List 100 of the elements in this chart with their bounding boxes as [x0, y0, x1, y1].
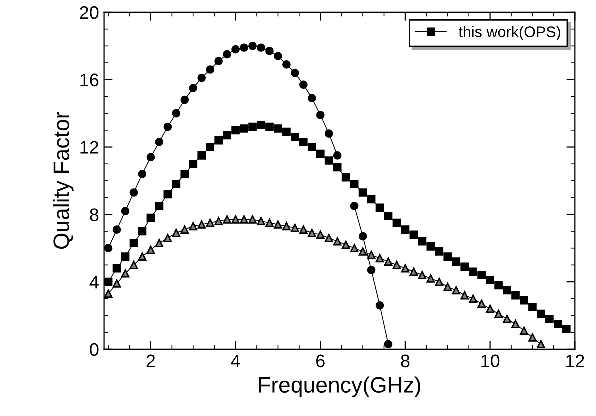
- point: [172, 109, 181, 118]
- y-tick-label: 16: [80, 74, 99, 87]
- point: [435, 248, 444, 256]
- point: [291, 132, 300, 142]
- point: [358, 232, 368, 241]
- point: [138, 252, 147, 261]
- point: [469, 294, 478, 304]
- point: [520, 326, 528, 336]
- point: [537, 310, 546, 318]
- point: [324, 156, 334, 165]
- point: [130, 239, 138, 248]
- point: [384, 340, 393, 349]
- point: [300, 226, 308, 234]
- point: [503, 314, 512, 324]
- point: [180, 170, 190, 178]
- point: [401, 226, 410, 234]
- point: [155, 138, 164, 146]
- point: [562, 325, 571, 334]
- point: [316, 111, 325, 120]
- point: [189, 160, 198, 168]
- point: [189, 222, 198, 231]
- point: [367, 250, 376, 260]
- x-tick-label: 10: [482, 354, 500, 368]
- point: [223, 216, 232, 224]
- point: [248, 216, 257, 224]
- point: [401, 264, 410, 273]
- point: [172, 229, 181, 238]
- point: [121, 269, 130, 278]
- point: [426, 274, 436, 283]
- point: [155, 202, 164, 210]
- point: [444, 282, 452, 292]
- point: [537, 340, 546, 349]
- point: [367, 195, 376, 204]
- point: [104, 290, 113, 298]
- point: [257, 217, 266, 226]
- point: [333, 163, 342, 172]
- y-tick-label: 20: [80, 6, 99, 20]
- point: [460, 262, 470, 272]
- point: [494, 281, 503, 290]
- point: [367, 266, 376, 274]
- point: [333, 237, 342, 246]
- point: [146, 246, 156, 254]
- point: [358, 188, 368, 197]
- point: [240, 216, 248, 224]
- point: [198, 152, 206, 160]
- point: [350, 180, 359, 188]
- point: [274, 220, 282, 229]
- point: [350, 244, 359, 253]
- y-tick-label: 0: [90, 343, 99, 356]
- point: [308, 94, 316, 103]
- point: [452, 258, 461, 266]
- point: [426, 242, 436, 251]
- point: [240, 124, 248, 133]
- point: [180, 226, 190, 234]
- point: [376, 204, 384, 212]
- point: [266, 122, 274, 132]
- point: [257, 121, 266, 130]
- point: [282, 222, 291, 231]
- point: [164, 190, 172, 199]
- x-tick-label: 2: [146, 354, 156, 368]
- point: [214, 136, 223, 145]
- x-tick-label: 6: [316, 354, 325, 368]
- point: [248, 42, 257, 50]
- point: [444, 252, 452, 261]
- point: [333, 152, 342, 160]
- point: [350, 202, 359, 210]
- point: [358, 248, 368, 256]
- point: [282, 60, 291, 69]
- point: [274, 124, 282, 133]
- point: [494, 310, 503, 318]
- point: [138, 227, 147, 236]
- point: [486, 304, 494, 314]
- point: [435, 278, 444, 286]
- point: [223, 131, 232, 140]
- point: [146, 153, 156, 162]
- point: [478, 271, 486, 280]
- point: [164, 122, 172, 132]
- point: [112, 264, 122, 273]
- point: [138, 170, 147, 178]
- point: [248, 122, 257, 132]
- point: [452, 286, 461, 295]
- point: [232, 126, 240, 135]
- point: [376, 254, 384, 263]
- point: [324, 234, 334, 242]
- point: [384, 258, 393, 266]
- point: [392, 218, 402, 228]
- point: [418, 271, 427, 280]
- point: [512, 320, 520, 328]
- point: [266, 218, 274, 228]
- point: [130, 261, 138, 270]
- point: [342, 173, 350, 182]
- point: [214, 217, 223, 226]
- point: [189, 84, 198, 92]
- point: [486, 276, 494, 285]
- point: [180, 96, 190, 104]
- point: [300, 80, 308, 90]
- y-tick-label: 8: [90, 208, 99, 222]
- point: [410, 268, 418, 276]
- point: [164, 234, 172, 242]
- point: [324, 130, 334, 138]
